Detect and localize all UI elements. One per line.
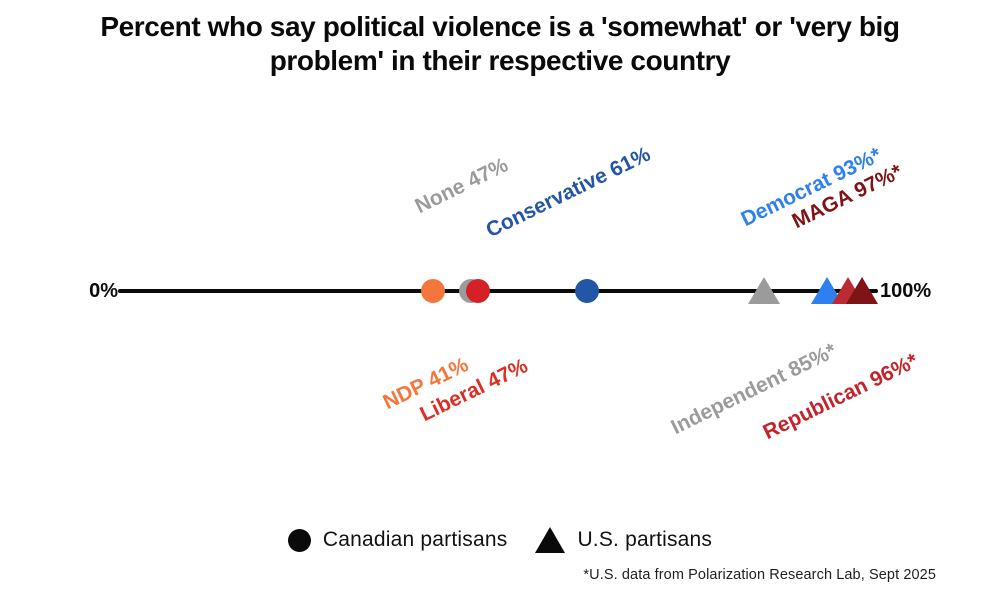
marker-independent [748, 277, 780, 304]
marker-liberal [466, 279, 491, 303]
label-independent: Independent 85%* [667, 339, 841, 440]
footnote: *U.S. data from Polarization Research La… [583, 567, 936, 583]
legend-label-us: U.S. partisans [577, 528, 713, 551]
circle-icon [287, 528, 311, 552]
legend-item-canadian: Canadian partisans [287, 528, 508, 552]
axis-line [118, 289, 878, 293]
axis-label-max: 100% [880, 280, 932, 302]
chart-title: Percent who say political violence is a … [100, 11, 900, 76]
label-none: None 47% [411, 153, 512, 219]
label-conservative: Conservative 61% [482, 142, 655, 243]
marker-ndp [420, 279, 445, 303]
marker-conservative [574, 279, 599, 303]
legend: Canadian partisans U.S. partisans [0, 527, 1000, 553]
legend-label-canadian: Canadian partisans [322, 528, 508, 551]
marker-maga [846, 277, 879, 304]
legend-item-us: U.S. partisans [535, 527, 712, 553]
axis-label-min: 0% [89, 280, 118, 302]
triangle-icon [535, 527, 566, 553]
